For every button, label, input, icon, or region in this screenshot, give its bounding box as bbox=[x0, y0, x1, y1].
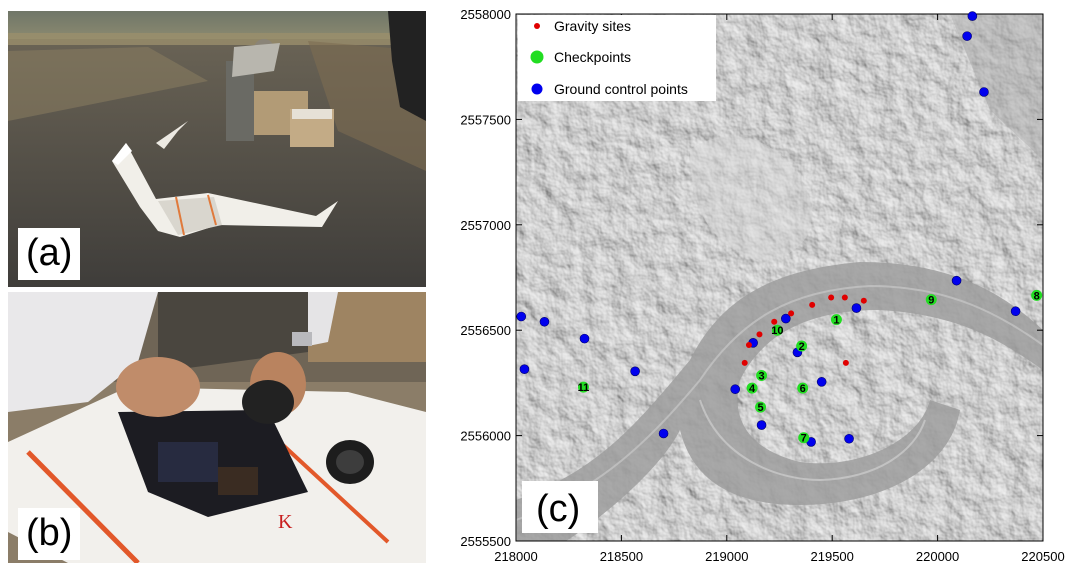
fuselage-mark: K bbox=[278, 511, 293, 533]
photo-panel-a: (a) bbox=[8, 11, 426, 287]
map-frame bbox=[515, 13, 1044, 542]
gravity-site bbox=[841, 294, 848, 301]
checkpoint-label: 8 bbox=[1034, 290, 1040, 302]
checkpoint bbox=[1031, 289, 1043, 301]
legend-box bbox=[518, 15, 716, 101]
checkpoints-layer: 1 2 345 6 7 8 9 10 11 bbox=[577, 289, 1043, 445]
ground-control-point bbox=[519, 364, 530, 374]
ground-control-point bbox=[951, 275, 962, 286]
ground-control-point bbox=[756, 420, 767, 430]
checkpoint-label: 11 bbox=[578, 382, 590, 394]
x-tick-label: 218500 bbox=[600, 549, 643, 564]
panel-c-label-box bbox=[522, 481, 598, 533]
y-tick-label: 2556500 bbox=[460, 323, 511, 338]
x-tick-label: 219500 bbox=[811, 549, 854, 564]
ground-control-points-layer bbox=[516, 11, 1021, 447]
panel-b-label: (b) bbox=[18, 508, 81, 560]
checkpoint-label: 1 bbox=[833, 315, 839, 327]
checkpoint bbox=[755, 401, 767, 413]
y-axis: 2555500 2556000 2556500 2557000 2557500 25580… bbox=[460, 7, 1043, 549]
photo-panel-b: K (b) bbox=[8, 292, 426, 563]
checkpoint bbox=[830, 314, 842, 326]
gravity-site bbox=[741, 359, 748, 366]
gravity-sites-layer bbox=[741, 294, 867, 366]
panel-c-label: (c) bbox=[536, 488, 580, 530]
y-tick-label: 2556000 bbox=[460, 429, 511, 444]
y-tick-label: 2557000 bbox=[460, 218, 511, 233]
checkpoint bbox=[756, 370, 768, 382]
gravity-site bbox=[842, 359, 849, 366]
gravity-site bbox=[756, 331, 763, 338]
ground-control-point bbox=[539, 316, 550, 327]
checkpoint-label: 9 bbox=[928, 295, 934, 307]
ground-control-point bbox=[962, 31, 972, 41]
y-tick-label: 2555500 bbox=[460, 534, 511, 549]
legend-gcp-marker bbox=[531, 83, 543, 95]
gravity-site bbox=[771, 318, 778, 325]
checkpoint bbox=[797, 382, 809, 394]
x-tick-label: 220000 bbox=[916, 549, 959, 564]
x-tick-label: 219000 bbox=[705, 549, 748, 564]
ground-control-point bbox=[730, 384, 741, 395]
gravity-site bbox=[860, 297, 867, 304]
gravity-site bbox=[788, 310, 795, 317]
ground-control-point bbox=[844, 433, 854, 444]
legend-gravity-label: Gravity sites bbox=[554, 18, 631, 34]
checkpoint bbox=[796, 340, 808, 352]
x-tick-label: 218000 bbox=[494, 549, 537, 564]
checkpoint bbox=[925, 294, 937, 306]
ground-control-point bbox=[630, 366, 640, 377]
gravity-site bbox=[809, 301, 816, 308]
y-tick-label: 2557500 bbox=[460, 112, 511, 127]
legend-checkpoint-marker bbox=[530, 50, 544, 64]
x-tick-label: 220500 bbox=[1021, 549, 1064, 564]
ground-control-point bbox=[1010, 306, 1021, 317]
legend: Gravity sites Checkpoints Ground control… bbox=[518, 15, 716, 101]
ground-control-point bbox=[851, 303, 862, 313]
ground-control-point bbox=[516, 311, 527, 322]
legend-checkpoint-label: Checkpoints bbox=[554, 49, 631, 65]
checkpoint bbox=[798, 432, 810, 444]
checkpoint bbox=[771, 324, 783, 336]
ground-control-point bbox=[658, 428, 669, 439]
legend-gcp-label: Ground control points bbox=[554, 81, 688, 97]
ground-control-point bbox=[967, 11, 978, 21]
ground-control-point bbox=[781, 313, 791, 324]
checkpoint-label: 6 bbox=[800, 383, 806, 395]
checkpoint bbox=[577, 381, 589, 393]
river-floodplain bbox=[516, 262, 1043, 541]
checkpoint-label: 3 bbox=[759, 371, 765, 383]
checkpoint bbox=[746, 382, 758, 394]
ground-control-point bbox=[579, 333, 590, 344]
checkpoint-label: 5 bbox=[757, 402, 763, 414]
legend-gravity-marker bbox=[534, 23, 540, 29]
checkpoint-label: 4 bbox=[749, 383, 756, 395]
checkpoint-label: 2 bbox=[799, 341, 805, 353]
ground-control-point bbox=[979, 87, 989, 97]
gravity-site bbox=[828, 294, 835, 301]
gravity-site bbox=[745, 341, 752, 348]
y-tick-label: 2558000 bbox=[460, 7, 511, 22]
checkpoint-label: 7 bbox=[801, 433, 807, 445]
panel-a-label: (a) bbox=[18, 228, 81, 280]
checkpoint-label: 10 bbox=[771, 325, 783, 337]
ground-control-point bbox=[816, 377, 827, 387]
x-axis: 218000 218500 219000 219500 220000 220500 bbox=[494, 14, 1065, 564]
